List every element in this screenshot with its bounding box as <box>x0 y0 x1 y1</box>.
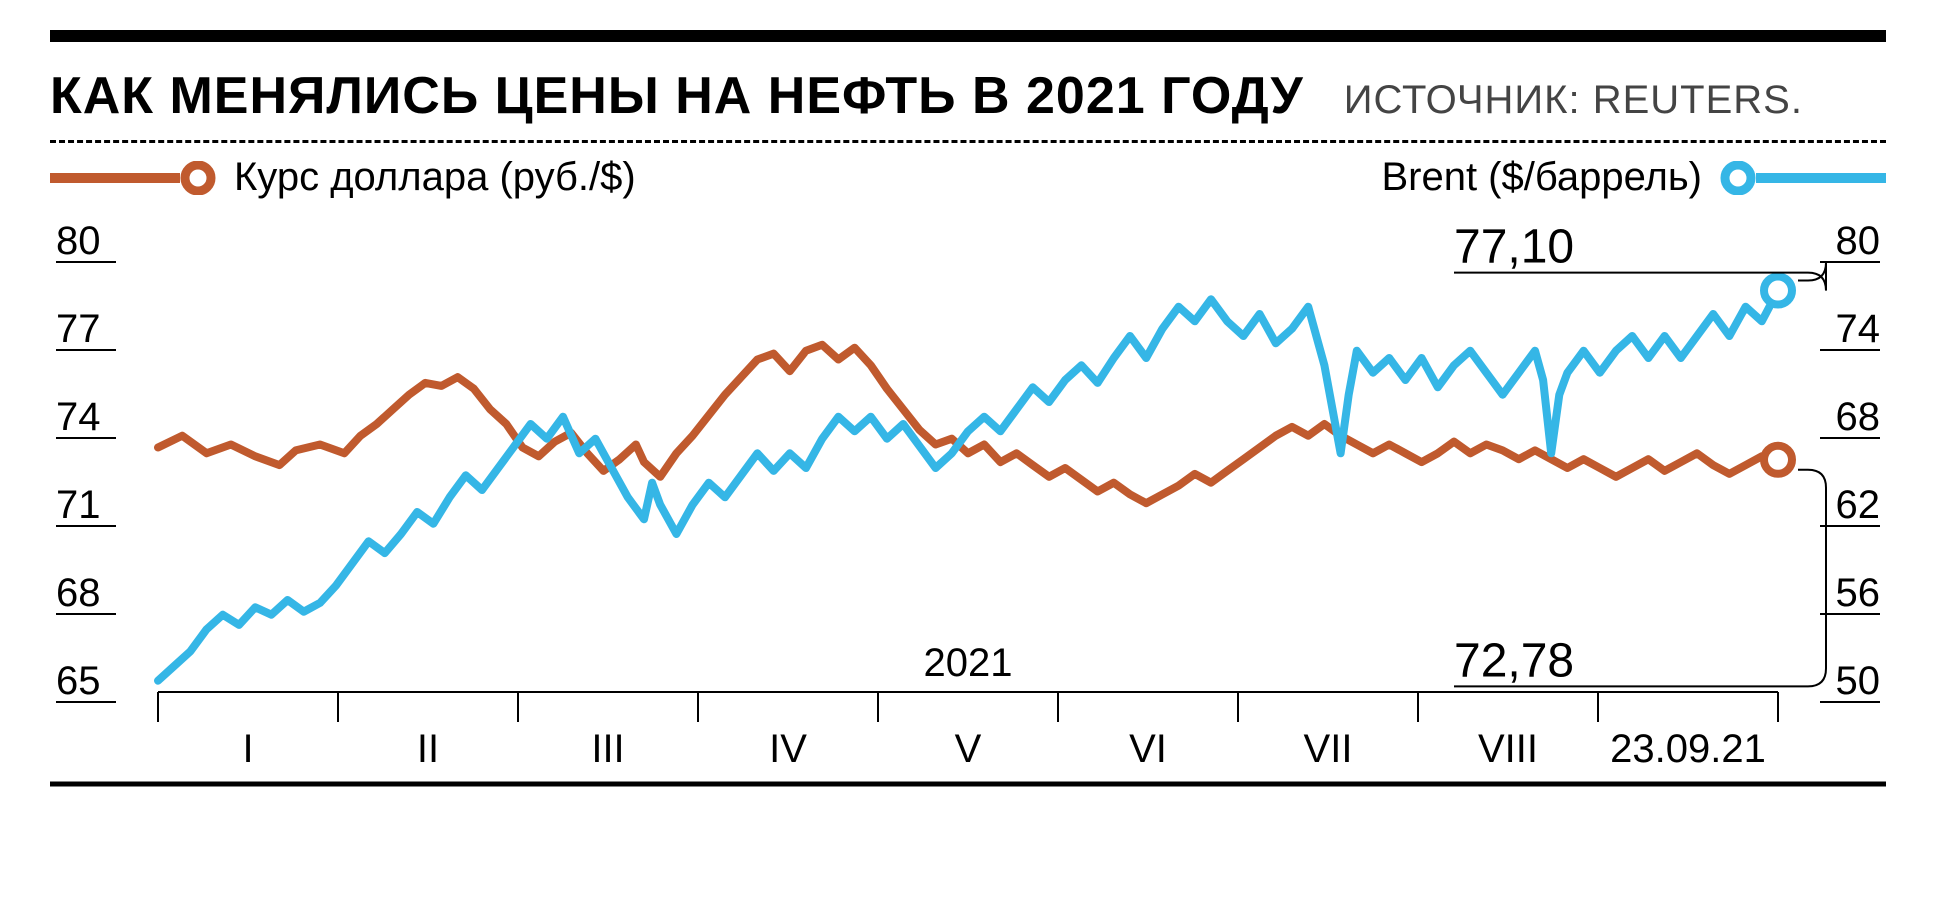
chart-container: КАК МЕНЯЛИСЬ ЦЕНЫ НА НЕФТЬ В 2021 ГОДУ И… <box>0 0 1936 863</box>
svg-text:68: 68 <box>1836 395 1881 439</box>
svg-text:74: 74 <box>56 395 101 439</box>
svg-text:50: 50 <box>1836 659 1881 703</box>
legend-right-swatch <box>1716 161 1886 195</box>
legend-right-label: Brent ($/баррель) <box>1381 155 1702 200</box>
svg-text:I: I <box>242 727 253 771</box>
svg-text:77,10: 77,10 <box>1454 221 1574 274</box>
svg-text:VI: VI <box>1129 727 1167 771</box>
legend-left-label: Курс доллара (руб./$) <box>234 155 636 200</box>
top-rule <box>50 30 1886 42</box>
svg-text:65: 65 <box>56 659 101 703</box>
dashed-rule <box>50 140 1886 143</box>
chart-title: КАК МЕНЯЛИСЬ ЦЕНЫ НА НЕФТЬ В 2021 ГОДУ <box>50 66 1304 126</box>
svg-text:VII: VII <box>1304 727 1353 771</box>
svg-text:80: 80 <box>1836 219 1881 263</box>
svg-text:VIII: VIII <box>1478 727 1538 771</box>
title-row: КАК МЕНЯЛИСЬ ЦЕНЫ НА НЕФТЬ В 2021 ГОДУ И… <box>50 66 1886 126</box>
svg-text:II: II <box>417 727 439 771</box>
legend-left-swatch <box>50 161 220 195</box>
svg-text:2021: 2021 <box>924 641 1013 685</box>
legend-right: Brent ($/баррель) <box>1381 155 1886 200</box>
svg-text:IV: IV <box>769 727 807 771</box>
svg-text:56: 56 <box>1836 571 1881 615</box>
svg-text:23.09.21: 23.09.21 <box>1610 727 1766 771</box>
chart-svg: 6568717477805056626874802021IIIIIIIVVVIV… <box>50 218 1886 818</box>
svg-text:V: V <box>955 727 982 771</box>
chart-source: ИСТОЧНИК: REUTERS. <box>1344 78 1803 123</box>
svg-text:72,78: 72,78 <box>1454 634 1574 687</box>
svg-text:77: 77 <box>56 307 101 351</box>
svg-text:71: 71 <box>56 483 101 527</box>
svg-text:80: 80 <box>56 219 101 263</box>
legend-row: Курс доллара (руб./$) Brent ($/баррель) <box>50 155 1886 200</box>
legend-left: Курс доллара (руб./$) <box>50 155 636 200</box>
svg-text:62: 62 <box>1836 483 1881 527</box>
svg-text:74: 74 <box>1836 307 1881 351</box>
svg-text:68: 68 <box>56 571 101 615</box>
svg-text:III: III <box>591 727 624 771</box>
chart-plot: 6568717477805056626874802021IIIIIIIVVVIV… <box>50 218 1886 823</box>
